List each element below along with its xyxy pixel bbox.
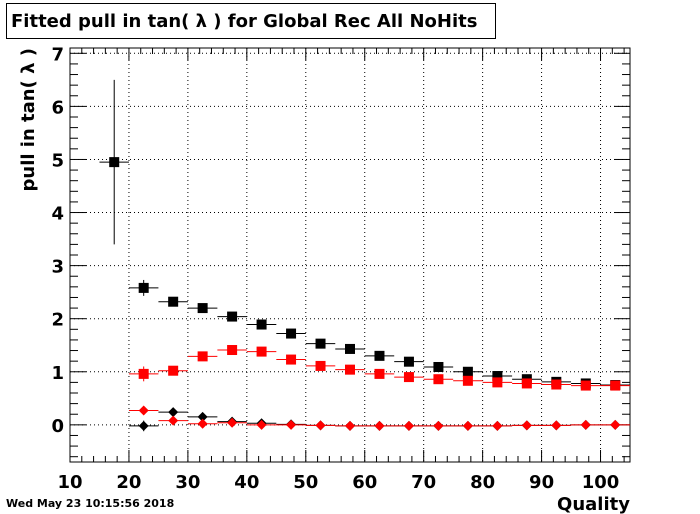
y-tick-label: 0 xyxy=(51,416,64,437)
y-axis-title: pull in tan( λ ) xyxy=(18,48,39,192)
diamond-marker xyxy=(374,420,385,431)
diamond-marker xyxy=(315,420,326,431)
square-marker xyxy=(462,375,473,386)
data-points xyxy=(99,79,630,432)
diamond-marker xyxy=(227,417,238,428)
diamond-marker xyxy=(345,420,355,431)
square-marker xyxy=(551,379,562,390)
y-tick-label: 4 xyxy=(51,204,64,225)
datestamp: Wed May 23 10:15:56 2018 xyxy=(6,497,175,510)
square-marker xyxy=(433,374,444,385)
diamond-marker xyxy=(521,420,532,431)
x-tick-label: 20 xyxy=(116,472,141,493)
diamond-marker xyxy=(580,419,591,430)
tick-labels: 10 20 30 40 50 60 70 80 90 100 0 1 2 3 4 5 6 7 xyxy=(51,44,619,493)
series-2 xyxy=(128,345,630,391)
diamond-marker xyxy=(551,420,562,431)
x-tick-label: 60 xyxy=(352,472,377,493)
square-marker xyxy=(286,328,297,339)
y-tick-label: 7 xyxy=(51,44,64,65)
x-tick-label: 30 xyxy=(175,472,200,493)
square-marker xyxy=(433,361,444,372)
grid xyxy=(69,48,630,462)
square-marker xyxy=(138,368,149,379)
plot-frame xyxy=(69,47,631,463)
square-marker xyxy=(492,371,503,382)
square-marker xyxy=(462,366,473,377)
y-tick-label: 2 xyxy=(51,310,64,331)
x-tick-label: 100 xyxy=(582,472,620,493)
chart-title: Fitted pull in tan( λ ) for Global Rec A… xyxy=(11,10,478,32)
diamond-marker xyxy=(462,420,473,431)
series-4 xyxy=(128,405,630,431)
square-marker xyxy=(227,345,238,356)
square-marker xyxy=(109,157,120,168)
y-tick-label: 5 xyxy=(51,150,64,171)
square-marker xyxy=(521,378,532,389)
diamond-marker xyxy=(433,420,444,431)
diamond-marker xyxy=(168,415,179,426)
diamond-marker xyxy=(256,419,267,430)
diamond-marker xyxy=(197,418,208,429)
square-marker xyxy=(315,338,326,349)
x-tick-label: 10 xyxy=(57,472,82,493)
diamond-marker xyxy=(286,419,297,430)
square-marker xyxy=(610,380,621,391)
square-marker xyxy=(492,377,503,388)
y-tick-label: 1 xyxy=(51,363,64,384)
square-marker xyxy=(345,364,355,375)
square-marker xyxy=(138,282,149,293)
diamond-marker xyxy=(138,420,149,431)
square-marker xyxy=(227,311,238,322)
square-marker xyxy=(197,303,208,314)
diamond-marker xyxy=(197,411,208,422)
square-marker xyxy=(168,365,179,376)
diamond-marker xyxy=(168,407,179,418)
diamond-marker xyxy=(403,420,414,431)
square-marker xyxy=(374,350,385,361)
square-marker xyxy=(256,346,267,357)
square-marker xyxy=(403,356,414,367)
x-axis-title: Quality xyxy=(557,494,630,514)
diamond-marker xyxy=(138,405,149,416)
diamond-marker xyxy=(492,420,503,431)
axis-ticks xyxy=(69,48,630,462)
x-tick-label: 40 xyxy=(234,472,259,493)
x-tick-label: 70 xyxy=(411,472,436,493)
x-tick-label: 50 xyxy=(293,472,318,493)
square-marker xyxy=(197,351,208,362)
square-marker xyxy=(286,354,297,365)
square-marker xyxy=(168,296,179,307)
square-marker xyxy=(315,360,326,371)
y-tick-label: 6 xyxy=(51,97,64,118)
square-marker xyxy=(374,368,385,379)
x-tick-label: 90 xyxy=(529,472,554,493)
diamond-marker xyxy=(610,419,621,430)
y-tick-label: 3 xyxy=(51,257,64,278)
chart-title-box: Fitted pull in tan( λ ) for Global Rec A… xyxy=(6,3,496,39)
x-tick-label: 80 xyxy=(470,472,495,493)
square-marker xyxy=(403,372,414,383)
square-marker xyxy=(256,319,267,330)
square-marker xyxy=(580,380,591,391)
square-marker xyxy=(345,343,355,354)
series-1 xyxy=(99,79,630,391)
